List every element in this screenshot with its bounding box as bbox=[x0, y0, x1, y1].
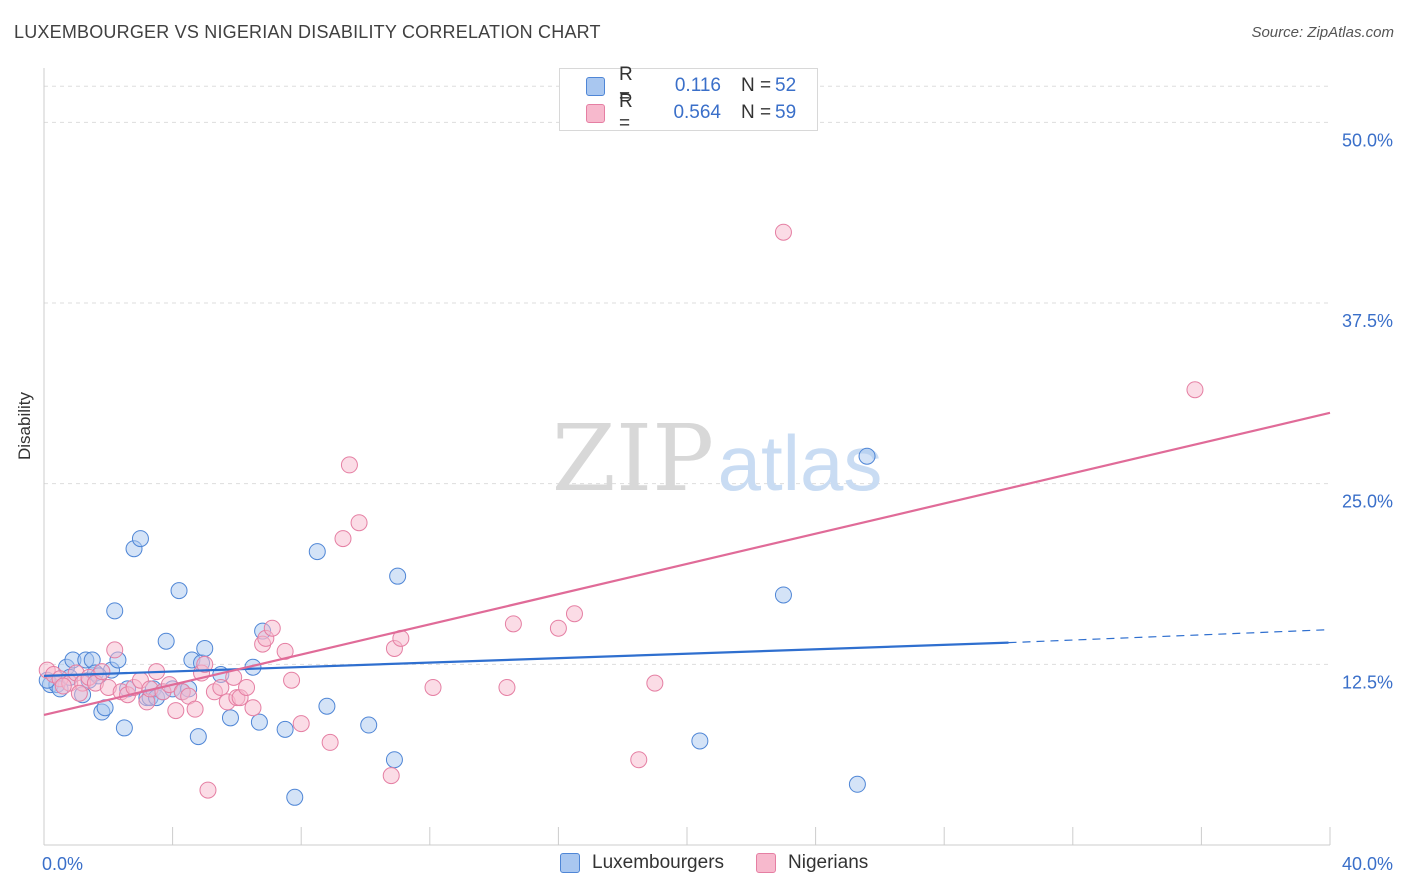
nigerian-point bbox=[334, 530, 352, 548]
luxembourger-point bbox=[221, 709, 239, 727]
nigerian-point bbox=[199, 781, 217, 799]
luxembourger-trend-line bbox=[43, 641, 1009, 678]
nigerian-point bbox=[186, 700, 204, 718]
chart-title: LUXEMBOURGER VS NIGERIAN DISABILITY CORR… bbox=[14, 22, 601, 42]
nigerian-trend-line bbox=[43, 411, 1331, 716]
y-tick-label: 37.5% bbox=[1342, 311, 1393, 331]
nigerian-point bbox=[238, 678, 256, 696]
luxembourger-point bbox=[106, 602, 124, 620]
legend-row-nigerians: R = 0.564 N = 59 bbox=[586, 91, 797, 134]
luxembourger-point bbox=[389, 567, 407, 585]
nigerian-point bbox=[212, 678, 230, 696]
y-tick-label: 12.5% bbox=[1342, 672, 1393, 692]
watermark-atlas: atlas bbox=[718, 419, 883, 507]
legend-r-label: R = bbox=[619, 64, 633, 107]
luxembourger-point bbox=[157, 632, 175, 650]
nigerian-point bbox=[646, 674, 664, 692]
nigerian-point bbox=[630, 751, 648, 769]
y-tick-label: 50.0% bbox=[1342, 130, 1393, 150]
luxembourger-point bbox=[385, 751, 403, 769]
legend-n-label: N = bbox=[741, 75, 772, 96]
nigerian-point bbox=[106, 641, 124, 659]
legend-label-nigerians: Nigerians bbox=[788, 852, 869, 873]
axes bbox=[43, 68, 1331, 846]
legend-n-value: 59 bbox=[775, 102, 797, 123]
nigerian-point bbox=[382, 767, 400, 785]
source-label: Source: ZipAtlas.com bbox=[1251, 24, 1394, 41]
luxembourger-point bbox=[276, 720, 294, 738]
x-tick-label-min: 0.0% bbox=[42, 854, 83, 874]
legend-swatch-nigerians bbox=[586, 103, 605, 123]
nigerian-point bbox=[54, 677, 72, 695]
nigerian-point bbox=[263, 619, 281, 637]
nigerian-point bbox=[167, 702, 185, 720]
luxembourger-point bbox=[131, 530, 149, 548]
legend-item-luxembourgers[interactable]: Luxembourgers bbox=[560, 852, 724, 874]
x-tick-label-max: 40.0% bbox=[1342, 854, 1393, 874]
legend-swatch-nigerians bbox=[756, 853, 777, 873]
nigerian-point bbox=[321, 733, 339, 751]
watermark-zip: ZIP bbox=[552, 405, 714, 512]
luxembourger-trend-extension bbox=[1008, 629, 1331, 644]
legend-r-value: 0.116 bbox=[674, 75, 721, 96]
luxembourger-point bbox=[286, 788, 304, 806]
y-axis-label: Disability bbox=[15, 391, 34, 460]
nigerian-point bbox=[565, 605, 583, 623]
luxembourger-point bbox=[318, 697, 336, 715]
luxembourger-point bbox=[691, 732, 709, 750]
legend-n-label: N = bbox=[741, 102, 772, 123]
legend-swatch-luxembourgers bbox=[586, 76, 605, 96]
legend-swatch-luxembourgers bbox=[560, 853, 580, 873]
legend-row-luxembourgers: R = 0.116 N = 52 bbox=[586, 64, 797, 107]
series-legend: Luxembourgers Nigerians bbox=[560, 852, 900, 874]
legend-n-value: 52 bbox=[775, 75, 797, 96]
luxembourger-point bbox=[250, 713, 268, 731]
nigerian-point bbox=[1186, 381, 1204, 399]
legend-r-label: R = bbox=[619, 91, 633, 134]
nigerian-point bbox=[196, 655, 214, 673]
nigerian-point bbox=[424, 678, 442, 696]
series-nigerians-points bbox=[38, 223, 1204, 799]
stats-legend: R = 0.116 N = 52 R = 0.564 N = 59 bbox=[559, 64, 818, 134]
legend-label-luxembourgers: Luxembourgers bbox=[592, 852, 725, 873]
nigerian-point bbox=[93, 663, 111, 681]
legend-r-value: 0.564 bbox=[673, 102, 721, 123]
nigerian-point bbox=[549, 619, 567, 637]
luxembourger-point bbox=[848, 775, 866, 793]
luxembourger-point bbox=[858, 447, 876, 465]
nigerian-point bbox=[350, 514, 368, 532]
grid-lines bbox=[44, 85, 1330, 665]
nigerian-point bbox=[70, 684, 88, 702]
nigerian-point bbox=[504, 615, 522, 633]
luxembourger-point bbox=[196, 639, 214, 657]
luxembourger-point bbox=[360, 716, 378, 734]
watermark: ZIP atlas bbox=[552, 405, 882, 512]
luxembourger-point bbox=[774, 586, 792, 604]
nigerian-point bbox=[244, 699, 262, 717]
nigerian-point bbox=[340, 456, 358, 474]
luxembourger-point bbox=[189, 728, 207, 746]
tick-labels: 12.5% 25.0% 37.5% 50.0% 0.0% 40.0% bbox=[42, 130, 1393, 874]
nigerian-point bbox=[292, 715, 310, 733]
luxembourger-point bbox=[115, 719, 133, 737]
nigerian-point bbox=[498, 678, 516, 696]
trend-lines bbox=[43, 411, 1331, 716]
y-tick-label: 25.0% bbox=[1342, 492, 1393, 512]
legend-item-nigerians[interactable]: Nigerians bbox=[756, 852, 868, 874]
nigerian-point bbox=[774, 223, 792, 241]
luxembourger-point bbox=[170, 582, 188, 600]
nigerian-point bbox=[283, 671, 301, 689]
luxembourger-point bbox=[308, 543, 326, 561]
